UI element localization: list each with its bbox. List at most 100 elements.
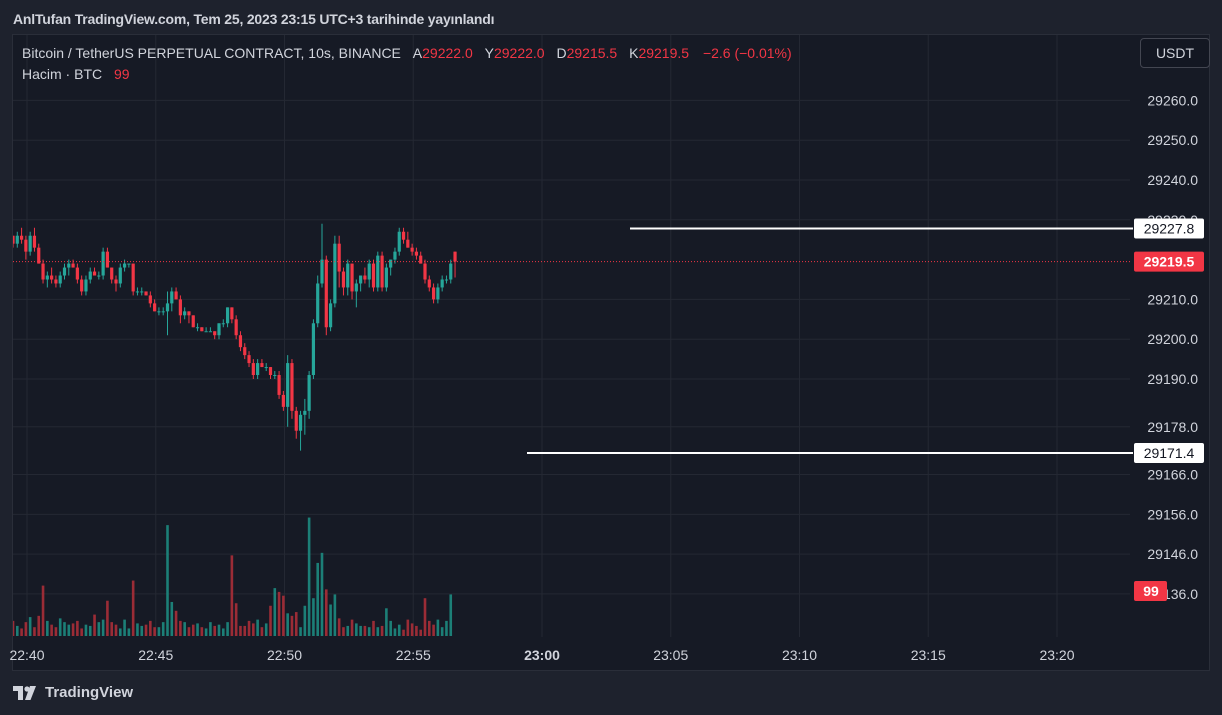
publish-caption: AnlTufan TradingView.com, Tem 25, 2023 2… <box>13 11 495 27</box>
candle-body <box>449 263 453 280</box>
candle-body <box>444 279 449 281</box>
price-tick-label: 29200.0 <box>1147 331 1198 347</box>
candle-body <box>148 295 152 304</box>
candle-body <box>281 394 285 407</box>
candle-body <box>105 251 110 268</box>
volume-bar <box>243 625 247 636</box>
volume-bar <box>209 622 212 636</box>
candle-body <box>419 255 423 264</box>
candle-body <box>363 275 367 280</box>
candle-body <box>384 267 388 288</box>
volume-bar <box>170 601 174 636</box>
volume-bar <box>166 525 169 636</box>
symbol-name[interactable]: Bitcoin / TetherUS PERPETUAL CONTRACT, 1… <box>22 45 401 61</box>
volume-bar <box>187 627 191 636</box>
volume-bar <box>286 613 289 636</box>
volume-bar <box>324 589 328 636</box>
plot-area <box>13 223 1130 636</box>
volume-bar <box>46 620 49 636</box>
volume-bar <box>397 624 401 636</box>
candle-body <box>397 231 401 252</box>
volume-label[interactable]: Hacim · BTC <box>22 66 103 82</box>
candle-body <box>131 263 135 292</box>
volume-bar <box>342 627 345 636</box>
volume-bar <box>200 627 204 636</box>
candle-body <box>380 255 384 288</box>
volume-bar <box>84 624 88 636</box>
candle-body <box>427 279 431 288</box>
volume-bar <box>346 625 350 636</box>
volume-bar <box>106 600 109 636</box>
volume-bar <box>93 614 96 636</box>
volume-bar <box>316 562 320 636</box>
volume-bar <box>252 623 255 636</box>
candle-body <box>350 263 354 292</box>
time-tick-label: 22:50 <box>267 647 302 663</box>
candle-body <box>286 363 290 407</box>
volume-bar <box>363 625 367 636</box>
volume-bar <box>230 555 234 636</box>
candle-body <box>243 347 247 356</box>
candle-body <box>183 311 187 316</box>
candle-body <box>62 267 67 276</box>
candle-body <box>118 267 122 284</box>
time-tick-label: 23:00 <box>524 647 560 663</box>
level-label: 29227.8 <box>1144 221 1195 237</box>
candle-body <box>122 263 127 268</box>
volume-bar <box>157 627 161 636</box>
price-tick-label: 29166.0 <box>1147 467 1198 483</box>
volume-value: 99 <box>114 66 130 82</box>
last-price-label: 29219.5 <box>1144 254 1195 270</box>
time-tick-label: 22:55 <box>396 647 431 663</box>
candle-body <box>359 275 363 284</box>
candle-body <box>367 263 371 280</box>
volume-bar <box>376 627 380 636</box>
last-price-label-box <box>1134 251 1204 272</box>
candle-body <box>290 363 294 411</box>
candle-body <box>303 410 307 415</box>
volume-bar <box>50 624 53 636</box>
currency-button[interactable]: USDT <box>1140 38 1210 68</box>
candle-body <box>324 259 328 328</box>
tradingview-logo[interactable]: TradingView <box>13 684 133 701</box>
time-tick-label: 22:40 <box>9 647 44 663</box>
candle-body <box>161 311 165 313</box>
volume-bar <box>290 615 294 636</box>
candle-body <box>37 247 41 264</box>
volume-bar <box>140 625 144 636</box>
candle-body <box>157 311 161 313</box>
candle-body <box>311 323 316 376</box>
volume-bar <box>161 622 165 636</box>
volume-bar <box>217 624 221 636</box>
symbol-legend: Bitcoin / TetherUS PERPETUAL CONTRACT, 1… <box>22 45 792 61</box>
candle-body <box>19 235 24 240</box>
candle-body <box>410 247 414 252</box>
candle-body <box>406 239 410 248</box>
candle-body <box>260 363 264 368</box>
volume-bar <box>136 623 139 636</box>
volume-bar <box>269 605 272 636</box>
candle-body <box>13 235 15 244</box>
volume-bar <box>264 623 268 636</box>
volume-bar <box>13 620 15 636</box>
volume-bar <box>131 580 135 636</box>
candle-body <box>268 367 273 376</box>
candle-body <box>333 243 337 304</box>
tradingview-icon <box>13 685 36 700</box>
candle-body <box>58 275 62 284</box>
candle-body <box>84 279 88 292</box>
candle-body <box>144 291 148 296</box>
volume-bar <box>234 603 238 636</box>
candle-body <box>15 235 19 244</box>
candle-body <box>67 263 71 268</box>
candle-body <box>170 291 174 304</box>
candle-body <box>320 259 324 284</box>
level-label: 29171.4 <box>1144 445 1195 461</box>
volume-bar <box>440 627 444 636</box>
candle-body <box>41 263 45 280</box>
price-tick-label: 29240.0 <box>1147 172 1198 188</box>
volume-bar <box>110 622 114 636</box>
volume-bar <box>123 619 126 636</box>
candle-body <box>50 275 54 280</box>
